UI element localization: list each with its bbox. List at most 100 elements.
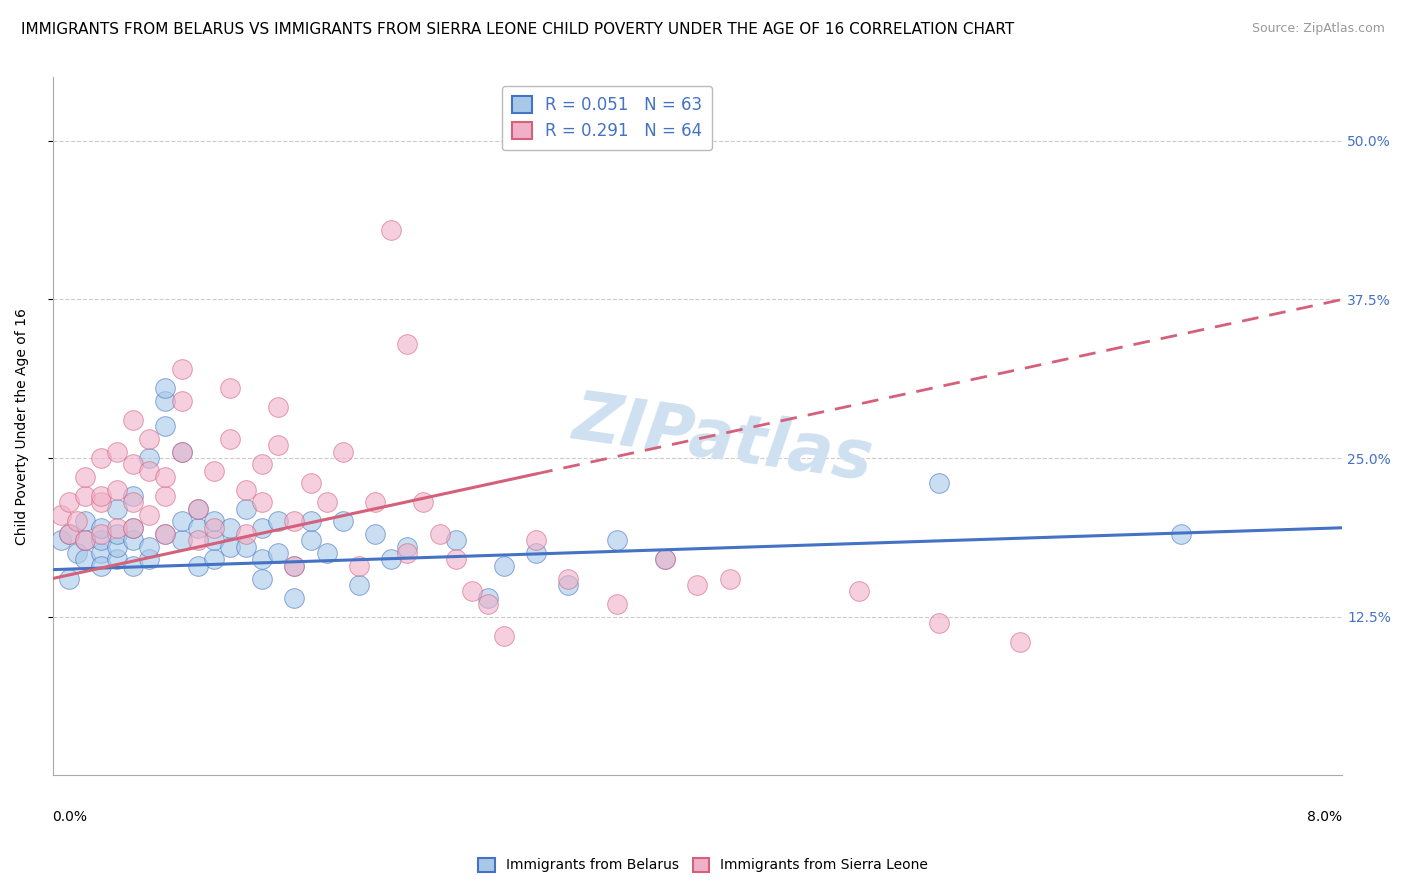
Text: IMMIGRANTS FROM BELARUS VS IMMIGRANTS FROM SIERRA LEONE CHILD POVERTY UNDER THE : IMMIGRANTS FROM BELARUS VS IMMIGRANTS FR… [21,22,1014,37]
Point [155,419,177,434]
Point [170,362,193,376]
Point [202,533,225,548]
Legend: R = 0.051   N = 63, R = 0.291   N = 64: R = 0.051 N = 63, R = 0.291 N = 64 [502,86,713,151]
Point [299,476,322,491]
Point [380,222,402,236]
Point [396,336,419,351]
Legend: Immigrants from Belarus, Immigrants from Sierra Leone: Immigrants from Belarus, Immigrants from… [472,852,934,878]
Point [122,521,145,535]
Point [347,558,370,573]
Point [90,489,112,503]
Point [58,495,80,509]
Point [122,489,145,503]
Point [122,558,145,573]
Point [138,432,160,446]
Point [138,450,160,465]
Point [105,483,128,497]
Point [219,521,242,535]
Point [105,552,128,566]
Point [58,572,80,586]
Point [654,552,676,566]
Point [283,591,305,605]
Point [1008,635,1031,649]
Point [928,476,950,491]
Point [73,515,96,529]
Point [299,515,322,529]
Point [461,584,484,599]
Point [202,521,225,535]
Text: 0.0%: 0.0% [52,810,87,824]
Point [122,495,145,509]
Point [235,501,257,516]
Point [73,533,96,548]
Point [250,521,273,535]
Point [90,450,112,465]
Point [155,489,177,503]
Point [250,458,273,472]
Point [155,381,177,395]
Point [1170,527,1192,541]
Point [138,552,160,566]
Point [219,381,242,395]
Point [492,629,515,643]
Point [606,597,628,611]
Point [73,489,96,503]
Point [444,533,467,548]
Text: 8.0%: 8.0% [1308,810,1343,824]
Point [58,527,80,541]
Point [138,508,160,522]
Point [73,470,96,484]
Point [429,527,451,541]
Point [90,558,112,573]
Point [250,572,273,586]
Point [187,501,209,516]
Point [187,558,209,573]
Point [90,533,112,548]
Point [606,533,628,548]
Point [477,591,499,605]
Point [283,558,305,573]
Point [267,401,290,415]
Point [105,444,128,458]
Point [364,495,387,509]
Point [58,527,80,541]
Point [73,533,96,548]
Point [396,540,419,554]
Point [49,508,72,522]
Point [848,584,870,599]
Point [155,527,177,541]
Point [122,413,145,427]
Point [170,393,193,408]
Point [250,552,273,566]
Point [299,533,322,548]
Point [90,495,112,509]
Point [235,540,257,554]
Point [315,546,337,560]
Point [105,521,128,535]
Point [170,444,193,458]
Point [686,578,709,592]
Point [90,546,112,560]
Point [122,521,145,535]
Point [105,501,128,516]
Point [654,552,676,566]
Point [219,540,242,554]
Point [90,527,112,541]
Point [267,546,290,560]
Point [138,464,160,478]
Point [66,546,89,560]
Point [235,483,257,497]
Point [122,533,145,548]
Point [122,458,145,472]
Point [557,578,579,592]
Point [332,515,354,529]
Point [187,533,209,548]
Point [412,495,434,509]
Point [267,515,290,529]
Point [155,527,177,541]
Point [187,521,209,535]
Point [105,540,128,554]
Point [267,438,290,452]
Point [49,533,72,548]
Text: ZIPatlas: ZIPatlas [569,386,877,494]
